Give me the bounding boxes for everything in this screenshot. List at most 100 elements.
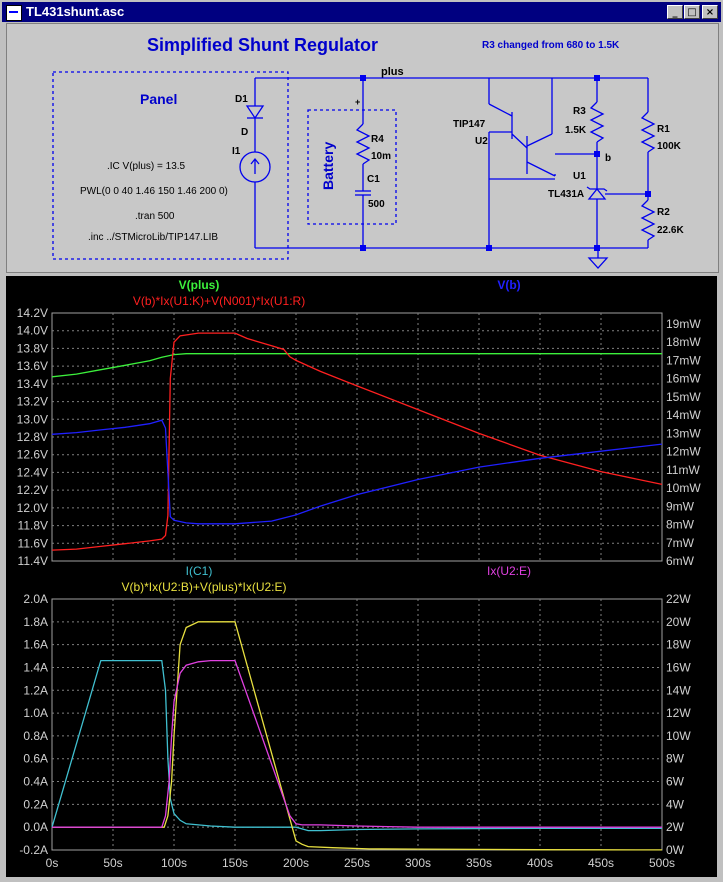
y-left-tick-label: 1.0A bbox=[23, 706, 48, 720]
y-left-tick-label: 11.8V bbox=[18, 519, 48, 533]
maximize-button[interactable]: □ bbox=[684, 5, 700, 19]
y-right-tick-label: 4W bbox=[666, 797, 685, 811]
y-right-tick-label: 8W bbox=[666, 752, 685, 766]
waveform-viewer[interactable]: V(plus) V(b)*Ix(U1:K)+V(N001)*Ix(U1:R) V… bbox=[6, 276, 717, 877]
u1-ref: U1 bbox=[573, 171, 586, 182]
y-right-tick-label: 7mW bbox=[666, 536, 695, 550]
net-b-label: b bbox=[605, 153, 611, 164]
series-line-red[interactable] bbox=[51, 332, 663, 551]
y-left-tick-label: 1.4A bbox=[23, 660, 48, 674]
directive-tran: .tran 500 bbox=[135, 211, 175, 222]
legend-ix-u2e[interactable]: Ix(U2:E) bbox=[487, 564, 531, 578]
title-bar[interactable]: TL431shunt.asc _ □ × bbox=[2, 2, 721, 22]
y-right-tick-label: 10W bbox=[666, 729, 691, 743]
y-right-tick-label: 10mW bbox=[666, 481, 701, 495]
transistor-model: TIP147 bbox=[453, 119, 486, 130]
y-right-tick-label: 14mW bbox=[666, 408, 701, 422]
y-left-tick-label: 13.8V bbox=[17, 341, 48, 355]
y-left-tick-label: 1.2A bbox=[23, 683, 48, 697]
plus-sign: + bbox=[355, 97, 360, 107]
panel-box bbox=[52, 71, 289, 260]
schematic-note: R3 changed from 680 to 1.5K bbox=[482, 40, 620, 51]
series-line-green[interactable] bbox=[51, 353, 662, 378]
d1-model: D bbox=[241, 127, 248, 138]
y-left-tick-label: 11.6V bbox=[18, 536, 48, 550]
y-left-tick-label: 0.0A bbox=[23, 820, 48, 834]
plot-pane-1[interactable]: 14.2V 14.0V 13.8V 13.6V 13.4V 13.2V 13.0V 12.8V… bbox=[17, 306, 702, 568]
y-right-tick-label: 18W bbox=[666, 638, 691, 652]
y-left-tick-label: 12.0V bbox=[17, 501, 48, 515]
y-right-tick-label: 13mW bbox=[666, 426, 701, 440]
y-left-tick-label: 13.2V bbox=[17, 395, 48, 409]
c1-value: 500 bbox=[368, 199, 385, 210]
c1-ref: C1 bbox=[367, 174, 380, 185]
d1-ref: D1 bbox=[235, 94, 248, 105]
y-right-tick-label: 20W bbox=[666, 615, 691, 629]
panel-label: Panel bbox=[140, 91, 177, 107]
y-left-tick-label: -0.2A bbox=[19, 843, 48, 857]
y-right-tick-label: 16mW bbox=[666, 372, 701, 386]
transistor-ref: U2 bbox=[475, 136, 488, 147]
r4-ref: R4 bbox=[371, 134, 384, 145]
y-right-tick-label: 19mW bbox=[666, 317, 701, 331]
schematic-canvas[interactable]: Simplified Shunt Regulator R3 changed fr… bbox=[7, 24, 718, 272]
x-tick-label: 300s bbox=[405, 856, 431, 870]
y-right-tick-label: 16W bbox=[666, 660, 691, 674]
legend-vplus[interactable]: V(plus) bbox=[179, 278, 220, 292]
plot-pane-2[interactable]: 2.0A 1.8A 1.6A 1.4A 1.2A 1.0A 0.8A 0.6A 0.4A 0.2A… bbox=[19, 592, 691, 870]
x-tick-label: 450s bbox=[588, 856, 614, 870]
schematic-icon bbox=[6, 5, 22, 21]
y-right-tick-label: 17mW bbox=[666, 353, 701, 367]
y-right-tick-label: 6mW bbox=[666, 554, 695, 568]
y-right-tick-label: 8mW bbox=[666, 518, 695, 532]
y-left-tick-label: 0.6A bbox=[23, 752, 48, 766]
series-line-magenta[interactable] bbox=[52, 659, 662, 828]
y-left-tick-label: 13.6V bbox=[17, 359, 48, 373]
x-tick-label: 250s bbox=[344, 856, 370, 870]
u1-model: TL431A bbox=[548, 189, 584, 200]
x-tick-label: 500s bbox=[649, 856, 675, 870]
r2-value: 22.6K bbox=[657, 225, 684, 236]
y-left-tick-label: 11.4V bbox=[18, 554, 48, 568]
y-left-tick-label: 13.4V bbox=[17, 377, 48, 391]
i1-ref: I1 bbox=[232, 146, 241, 157]
legend-power-u1[interactable]: V(b)*Ix(U1:K)+V(N001)*Ix(U1:R) bbox=[133, 294, 305, 308]
y-left-tick-label: 12.6V bbox=[17, 448, 48, 462]
r2-ref: R2 bbox=[657, 207, 670, 218]
x-tick-label: 150s bbox=[222, 856, 248, 870]
schematic-panel[interactable]: Simplified Shunt Regulator R3 changed fr… bbox=[6, 23, 719, 273]
r3-value: 1.5K bbox=[565, 125, 587, 136]
series-line-blue[interactable] bbox=[51, 419, 663, 525]
r1-value: 100K bbox=[657, 141, 682, 152]
y-right-tick-label: 14W bbox=[666, 683, 691, 697]
x-tick-label: 200s bbox=[283, 856, 309, 870]
r4-value: 10m bbox=[371, 151, 391, 162]
waveform-canvas[interactable]: V(plus) V(b)*Ix(U1:K)+V(N001)*Ix(U1:R) V… bbox=[6, 276, 717, 877]
legend-vb[interactable]: V(b) bbox=[497, 278, 520, 292]
series-line-yellow[interactable] bbox=[52, 621, 663, 851]
x-tick-label: 350s bbox=[466, 856, 492, 870]
x-tick-label: 100s bbox=[161, 856, 187, 870]
y-left-tick-label: 12.2V bbox=[17, 483, 48, 497]
y-right-tick-label: 2W bbox=[666, 820, 685, 834]
y-right-tick-label: 22W bbox=[666, 592, 691, 606]
legend-power-u2[interactable]: V(b)*Ix(U2:B)+V(plus)*Ix(U2:E) bbox=[121, 580, 286, 594]
directive-inc: .inc ../STMicroLib/TIP147.LIB bbox=[88, 232, 218, 243]
y-right-tick-label: 6W bbox=[666, 775, 685, 789]
close-button[interactable]: × bbox=[702, 5, 718, 19]
x-tick-label: 0s bbox=[46, 856, 59, 870]
battery-box bbox=[307, 109, 397, 225]
y-left-tick-label: 0.2A bbox=[23, 797, 48, 811]
window-title: TL431shunt.asc bbox=[26, 4, 125, 19]
legend-ic1[interactable]: I(C1) bbox=[186, 564, 213, 578]
x-tick-label: 400s bbox=[527, 856, 553, 870]
y-left-tick-label: 14.2V bbox=[17, 306, 48, 320]
net-plus-label: plus bbox=[381, 66, 404, 78]
series-line-cyan[interactable] bbox=[51, 659, 662, 832]
r1-ref: R1 bbox=[657, 124, 670, 135]
y-right-tick-label: 12W bbox=[666, 706, 691, 720]
y-left-tick-label: 0.8A bbox=[23, 729, 48, 743]
y-right-tick-label: 9mW bbox=[666, 499, 695, 513]
minimize-button[interactable]: _ bbox=[667, 5, 683, 19]
